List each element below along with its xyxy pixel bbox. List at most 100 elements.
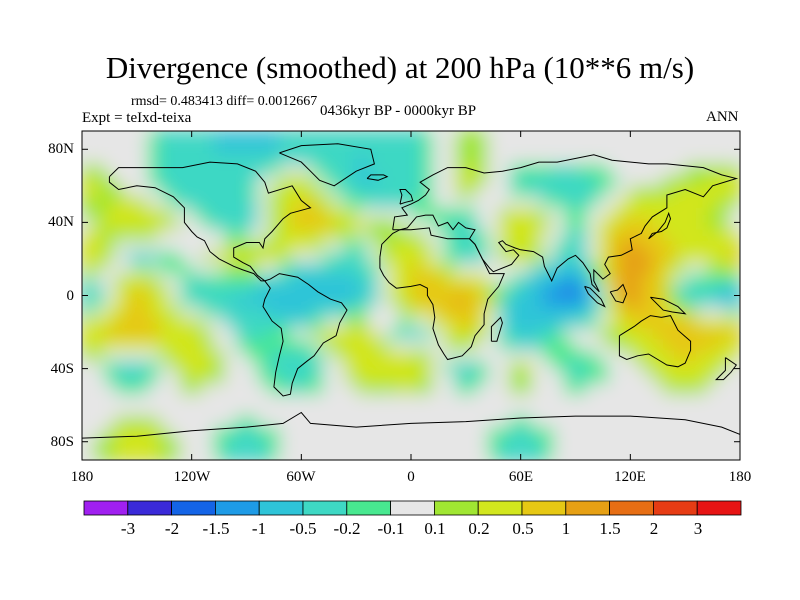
field-cell (257, 284, 270, 297)
field-cell (213, 328, 226, 340)
field-cell (564, 229, 577, 242)
field-cell (443, 152, 456, 165)
field-cell (180, 240, 193, 253)
field-cell (125, 174, 138, 187)
field-cell (202, 284, 215, 297)
field-cell (180, 229, 193, 242)
field-cell (93, 295, 105, 308)
field-cell (323, 449, 335, 460)
field-cell (367, 438, 379, 450)
field-cell (476, 438, 489, 450)
field-cell (202, 196, 215, 209)
field-cell (498, 262, 511, 275)
field-cell (257, 350, 270, 362)
field-cell (707, 174, 719, 187)
field-cell (246, 218, 259, 231)
field-cell (641, 383, 653, 395)
field-cell (257, 339, 270, 351)
field-cell (367, 449, 379, 460)
field-cell (224, 196, 237, 209)
field-cell (608, 207, 620, 220)
field-cell (586, 251, 599, 264)
field-cell (180, 339, 193, 351)
field-cell (674, 273, 686, 286)
field-cell (696, 273, 708, 286)
field-cell (235, 142, 248, 154)
field-cell (224, 229, 237, 242)
field-cell (696, 142, 708, 154)
field-cell (564, 339, 577, 351)
field-cell (531, 383, 544, 395)
field-cell (323, 438, 335, 450)
field-cell (498, 449, 511, 460)
field-cell (641, 251, 653, 264)
field-cell (729, 174, 740, 187)
field-cell (498, 240, 511, 253)
field-cell (312, 394, 324, 406)
field-cell (465, 306, 478, 319)
field-cell (707, 196, 719, 209)
field-cell (147, 174, 160, 187)
field-cell (531, 394, 544, 406)
field-cell (257, 262, 270, 275)
field-cell (400, 229, 412, 242)
field-cell (125, 427, 138, 439)
field-cell (125, 218, 138, 231)
field-cell (630, 361, 642, 373)
field-cell (542, 174, 555, 187)
field-cell (630, 339, 642, 351)
field-cell (191, 284, 204, 297)
field-cell (432, 142, 445, 154)
field-cell (575, 196, 588, 209)
field-cell (323, 273, 335, 286)
field-cell (114, 295, 127, 308)
field-cell (290, 163, 302, 176)
field-cell (334, 207, 346, 220)
field-cell (422, 131, 434, 143)
field-cell (169, 240, 182, 253)
field-cell (597, 328, 609, 340)
field-cell (103, 438, 116, 450)
field-cell (685, 196, 697, 209)
field-cell (268, 361, 280, 373)
field-cell (103, 218, 116, 231)
field-cell (125, 361, 138, 373)
field-cell (378, 251, 390, 264)
field-cell (378, 339, 390, 351)
field-cell (213, 438, 226, 450)
field-cell (246, 284, 259, 297)
field-cell (630, 383, 642, 395)
field-cell (542, 372, 555, 384)
field-cell (93, 361, 105, 373)
field-cell (608, 449, 620, 460)
field-cell (432, 163, 445, 176)
field-cell (564, 196, 577, 209)
field-cell (652, 449, 664, 460)
field-cell (125, 207, 138, 220)
field-cell (553, 185, 566, 198)
field-cell (707, 218, 719, 231)
field-cell (498, 295, 511, 308)
coastlines (82, 143, 740, 439)
field-cell (367, 273, 379, 286)
field-cell (400, 295, 412, 308)
field-cell (487, 174, 500, 187)
field-cell (367, 163, 379, 176)
field-cell (597, 438, 609, 450)
field-cell (553, 339, 566, 351)
field-cell (619, 394, 631, 406)
field-cell (367, 196, 379, 209)
field-cell (487, 196, 500, 209)
field-cell (443, 438, 456, 450)
field-cell (191, 427, 204, 439)
field-cell (378, 383, 390, 395)
field-cell (685, 394, 697, 406)
field-cell (729, 207, 740, 220)
field-cell (553, 240, 566, 253)
field-cell (542, 240, 555, 253)
field-cell (422, 163, 434, 176)
field-cell (125, 328, 138, 340)
field-cell (345, 284, 357, 297)
coast-japan (648, 211, 672, 240)
field-cell (443, 131, 456, 143)
